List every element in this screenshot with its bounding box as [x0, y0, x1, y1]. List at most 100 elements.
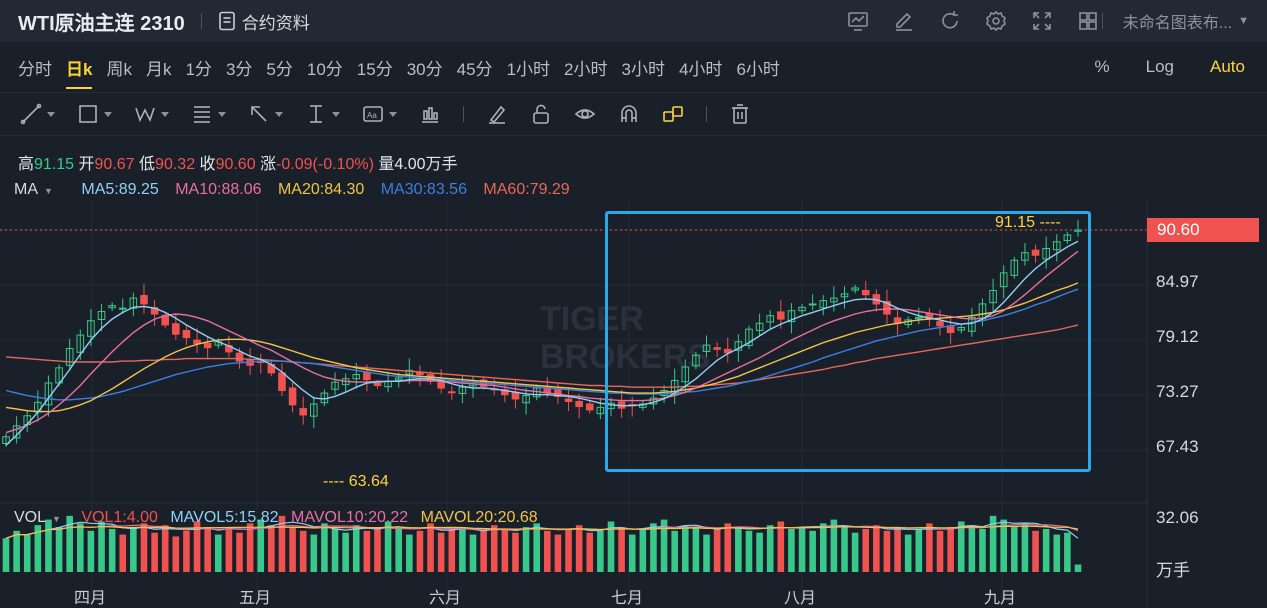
period-tab[interactable]: 45分 — [456, 59, 493, 79]
wave-pattern-icon — [135, 107, 155, 123]
layout-icon[interactable] — [1077, 10, 1099, 32]
candle-body — [363, 371, 371, 381]
volume-bar — [533, 523, 540, 572]
volume-bar — [501, 528, 509, 572]
current-price-tag: 90.60 — [1147, 218, 1259, 242]
brush-tool[interactable] — [486, 103, 508, 125]
magnet-tool[interactable] — [618, 103, 640, 125]
fullscreen-icon[interactable] — [1031, 10, 1053, 32]
ma-label: MA — [14, 181, 38, 198]
volume-bar — [236, 532, 243, 572]
period-tab[interactable]: 周k — [106, 59, 132, 79]
ma-selector[interactable]: MA ▼ — [14, 181, 65, 198]
auto-scale-button[interactable]: Auto — [1210, 57, 1245, 76]
visibility-tool[interactable] — [574, 103, 596, 125]
y-tick: 67.43 — [1156, 437, 1199, 456]
volume-bar — [947, 527, 954, 572]
period-tab[interactable]: 日k — [66, 55, 93, 89]
chevron-down-icon — [161, 111, 169, 117]
refresh-icon[interactable] — [939, 10, 961, 32]
lock-tool[interactable] — [530, 103, 552, 125]
percent-scale-button[interactable]: % — [1094, 57, 1110, 76]
candle-body — [936, 321, 944, 327]
volume-bar — [628, 534, 636, 572]
trendline-tool[interactable] — [20, 103, 55, 125]
volume-bar — [713, 528, 721, 572]
volume-bar — [352, 525, 360, 572]
volume-bar — [809, 530, 816, 572]
period-tab[interactable]: 1小时 — [506, 59, 551, 79]
volume-bar — [55, 527, 63, 572]
volume-bar — [926, 523, 933, 572]
volume-max-tick: 32.06 — [1156, 508, 1199, 527]
period-tab[interactable]: 3分 — [225, 59, 253, 79]
price-chart[interactable] — [0, 200, 1267, 608]
chevron-down-icon — [104, 111, 112, 117]
volume-bar — [310, 534, 318, 572]
volume-bar — [586, 532, 594, 572]
candle-indicator-icon — [422, 107, 438, 123]
measure-tool[interactable] — [305, 103, 340, 125]
document-icon — [218, 11, 235, 31]
contract-info-label: 合约资料 — [241, 13, 310, 33]
settings-icon[interactable] — [985, 10, 1007, 32]
period-tab[interactable]: 15分 — [356, 59, 393, 79]
measure-icon — [310, 105, 322, 123]
title-bar: WTI原油主连 2310 合约资料 未命名图表布... ▼ — [0, 0, 1267, 42]
period-tab[interactable]: 4小时 — [678, 59, 723, 79]
chart-icon[interactable] — [847, 10, 869, 32]
vol-selector[interactable]: VOL ▼ — [14, 509, 69, 526]
contract-info-button[interactable]: 合约资料 — [218, 9, 310, 34]
y-tick: 73.27 — [1156, 382, 1199, 401]
volume-bar — [1000, 519, 1007, 572]
period-tab[interactable]: 分时 — [18, 59, 52, 79]
delete-tool[interactable] — [729, 103, 751, 125]
volume-bar — [968, 525, 976, 572]
chart-layout-selector[interactable]: 未命名图表布... ▼ — [1086, 0, 1249, 42]
candle-body — [1042, 247, 1050, 260]
volume-bar — [735, 527, 742, 572]
trendline-icon — [20, 103, 42, 125]
candle-body — [1052, 241, 1061, 251]
period-tab[interactable]: 2小时 — [564, 59, 608, 79]
mavol20-value: MAVOL20:20.68 — [420, 509, 538, 526]
period-tab[interactable]: 1分 — [185, 59, 212, 79]
period-tab[interactable]: 6小时 — [736, 59, 780, 79]
candle-body — [723, 348, 732, 354]
fib-tool[interactable] — [191, 103, 226, 125]
volume-bar — [374, 527, 381, 572]
toolbar-icons — [847, 0, 1099, 42]
volume-bar — [406, 534, 413, 572]
volume-bar — [1032, 530, 1039, 572]
edit-icon[interactable] — [893, 10, 915, 32]
volume-bar — [1011, 527, 1018, 572]
volume-bar — [490, 525, 498, 572]
pattern-tool[interactable] — [134, 103, 169, 125]
period-tab[interactable]: 3小时 — [621, 59, 665, 79]
period-tab[interactable]: 30分 — [406, 59, 443, 79]
candle-body — [2, 436, 10, 445]
candle-body — [596, 406, 605, 415]
indicator-tool[interactable] — [419, 103, 441, 125]
log-scale-button[interactable]: Log — [1145, 57, 1175, 76]
volume-bar — [321, 523, 328, 572]
volume-bar — [894, 527, 901, 572]
arrow-tool[interactable] — [248, 103, 283, 125]
candle-body — [278, 372, 286, 392]
divider — [463, 106, 464, 122]
period-tab[interactable]: 月k — [145, 59, 172, 79]
text-tool[interactable]: Aa — [362, 103, 397, 125]
ma20-value: MA20:84.30 — [277, 181, 365, 198]
volume-bar — [437, 532, 445, 572]
period-tab[interactable]: 5分 — [266, 59, 293, 79]
volume-bar — [23, 534, 31, 572]
volume-bar — [1064, 532, 1071, 572]
symbol-title: WTI原油主连 2310 — [18, 12, 185, 35]
trash-icon — [732, 104, 748, 124]
period-tab[interactable]: 10分 — [306, 59, 343, 79]
watermark-line1: TIGER — [540, 300, 644, 338]
volume-bar — [777, 521, 785, 572]
rectangle-tool[interactable] — [77, 103, 112, 125]
link-tool[interactable] — [662, 103, 684, 125]
close-label: 收 — [199, 156, 216, 173]
